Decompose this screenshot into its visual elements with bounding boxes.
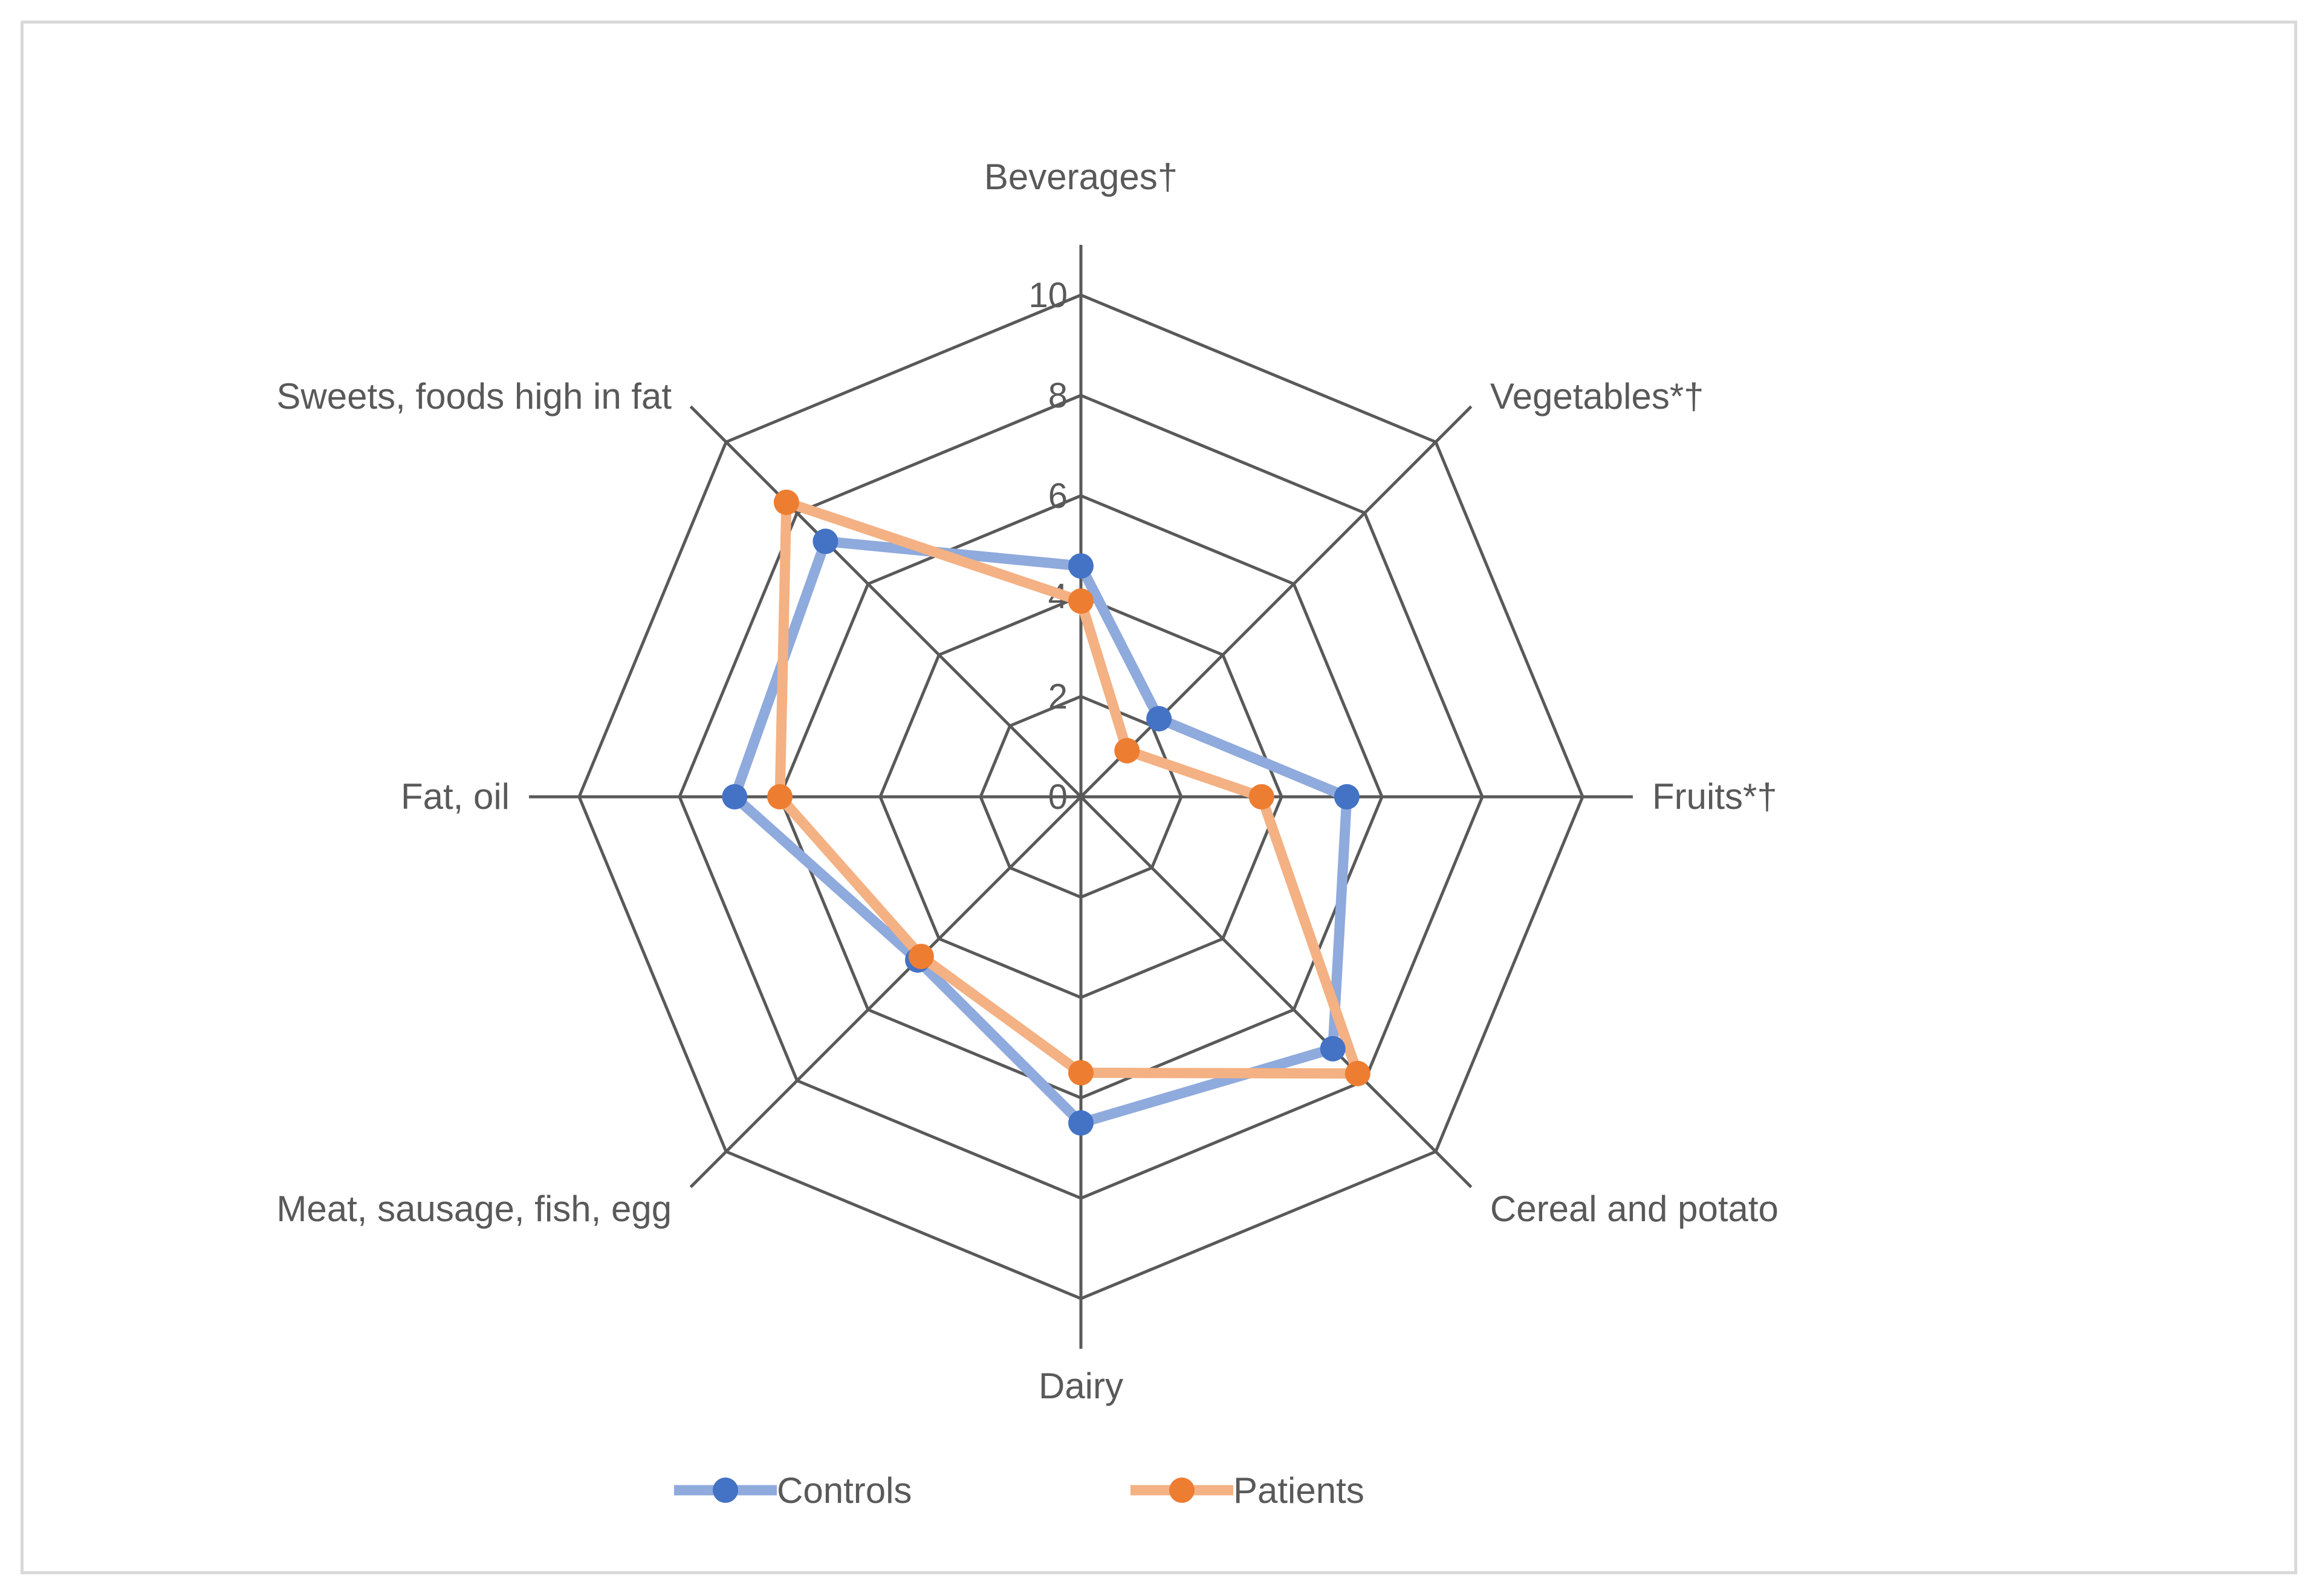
point-controls-2: [1334, 784, 1360, 809]
legend: Controls Patients: [674, 1470, 1364, 1511]
tick-label-6: 6: [1048, 476, 1068, 516]
category-label-2: Fruits*†: [1652, 776, 1777, 817]
point-patients-6: [767, 784, 793, 809]
tick-label-2: 2: [1048, 677, 1068, 716]
point-controls-0: [1068, 553, 1094, 579]
point-controls-3: [1320, 1036, 1346, 1062]
point-controls-6: [722, 784, 748, 809]
point-patients-1: [1114, 738, 1140, 764]
tick-label-8: 8: [1048, 376, 1068, 415]
spoke-7: [689, 405, 1082, 798]
tick-label-0: 0: [1048, 777, 1068, 817]
tick-label-10: 10: [1028, 276, 1068, 315]
category-label-3: Cereal and potato: [1490, 1189, 1779, 1229]
legend-marker-controls: [713, 1478, 738, 1503]
point-controls-4: [1068, 1110, 1094, 1136]
spoke-1: [1080, 405, 1473, 798]
legend-label-patients: Patients: [1233, 1470, 1364, 1511]
legend-marker-patients: [1169, 1478, 1195, 1503]
series-points: [722, 489, 1370, 1136]
point-controls-1: [1146, 706, 1172, 731]
category-labels: Beverages† Vegetables*† Fruits*† Cereal and…: [276, 157, 1779, 1406]
category-label-0: Beverages†: [984, 157, 1178, 197]
spoke-5: [689, 796, 1082, 1189]
spoke-3: [1080, 796, 1473, 1189]
category-label-6: Fat, oil: [401, 776, 510, 817]
category-label-7: Sweets, foods high in fat: [276, 376, 672, 417]
radar-spokes: [529, 245, 1633, 1349]
point-patients-4: [1068, 1060, 1094, 1086]
point-patients-0: [1068, 588, 1094, 614]
point-patients-2: [1248, 784, 1274, 809]
legend-label-controls: Controls: [777, 1470, 912, 1511]
point-patients-5: [908, 944, 934, 970]
category-label-4: Dairy: [1039, 1366, 1123, 1406]
category-label-1: Vegetables*†: [1490, 376, 1704, 417]
series-line-controls: [729, 536, 1352, 1128]
category-label-5: Meat, sausage, fish, egg: [276, 1189, 672, 1229]
series-lines: [729, 497, 1363, 1128]
point-patients-7: [773, 489, 799, 515]
point-controls-7: [812, 528, 838, 554]
point-patients-3: [1344, 1060, 1370, 1086]
